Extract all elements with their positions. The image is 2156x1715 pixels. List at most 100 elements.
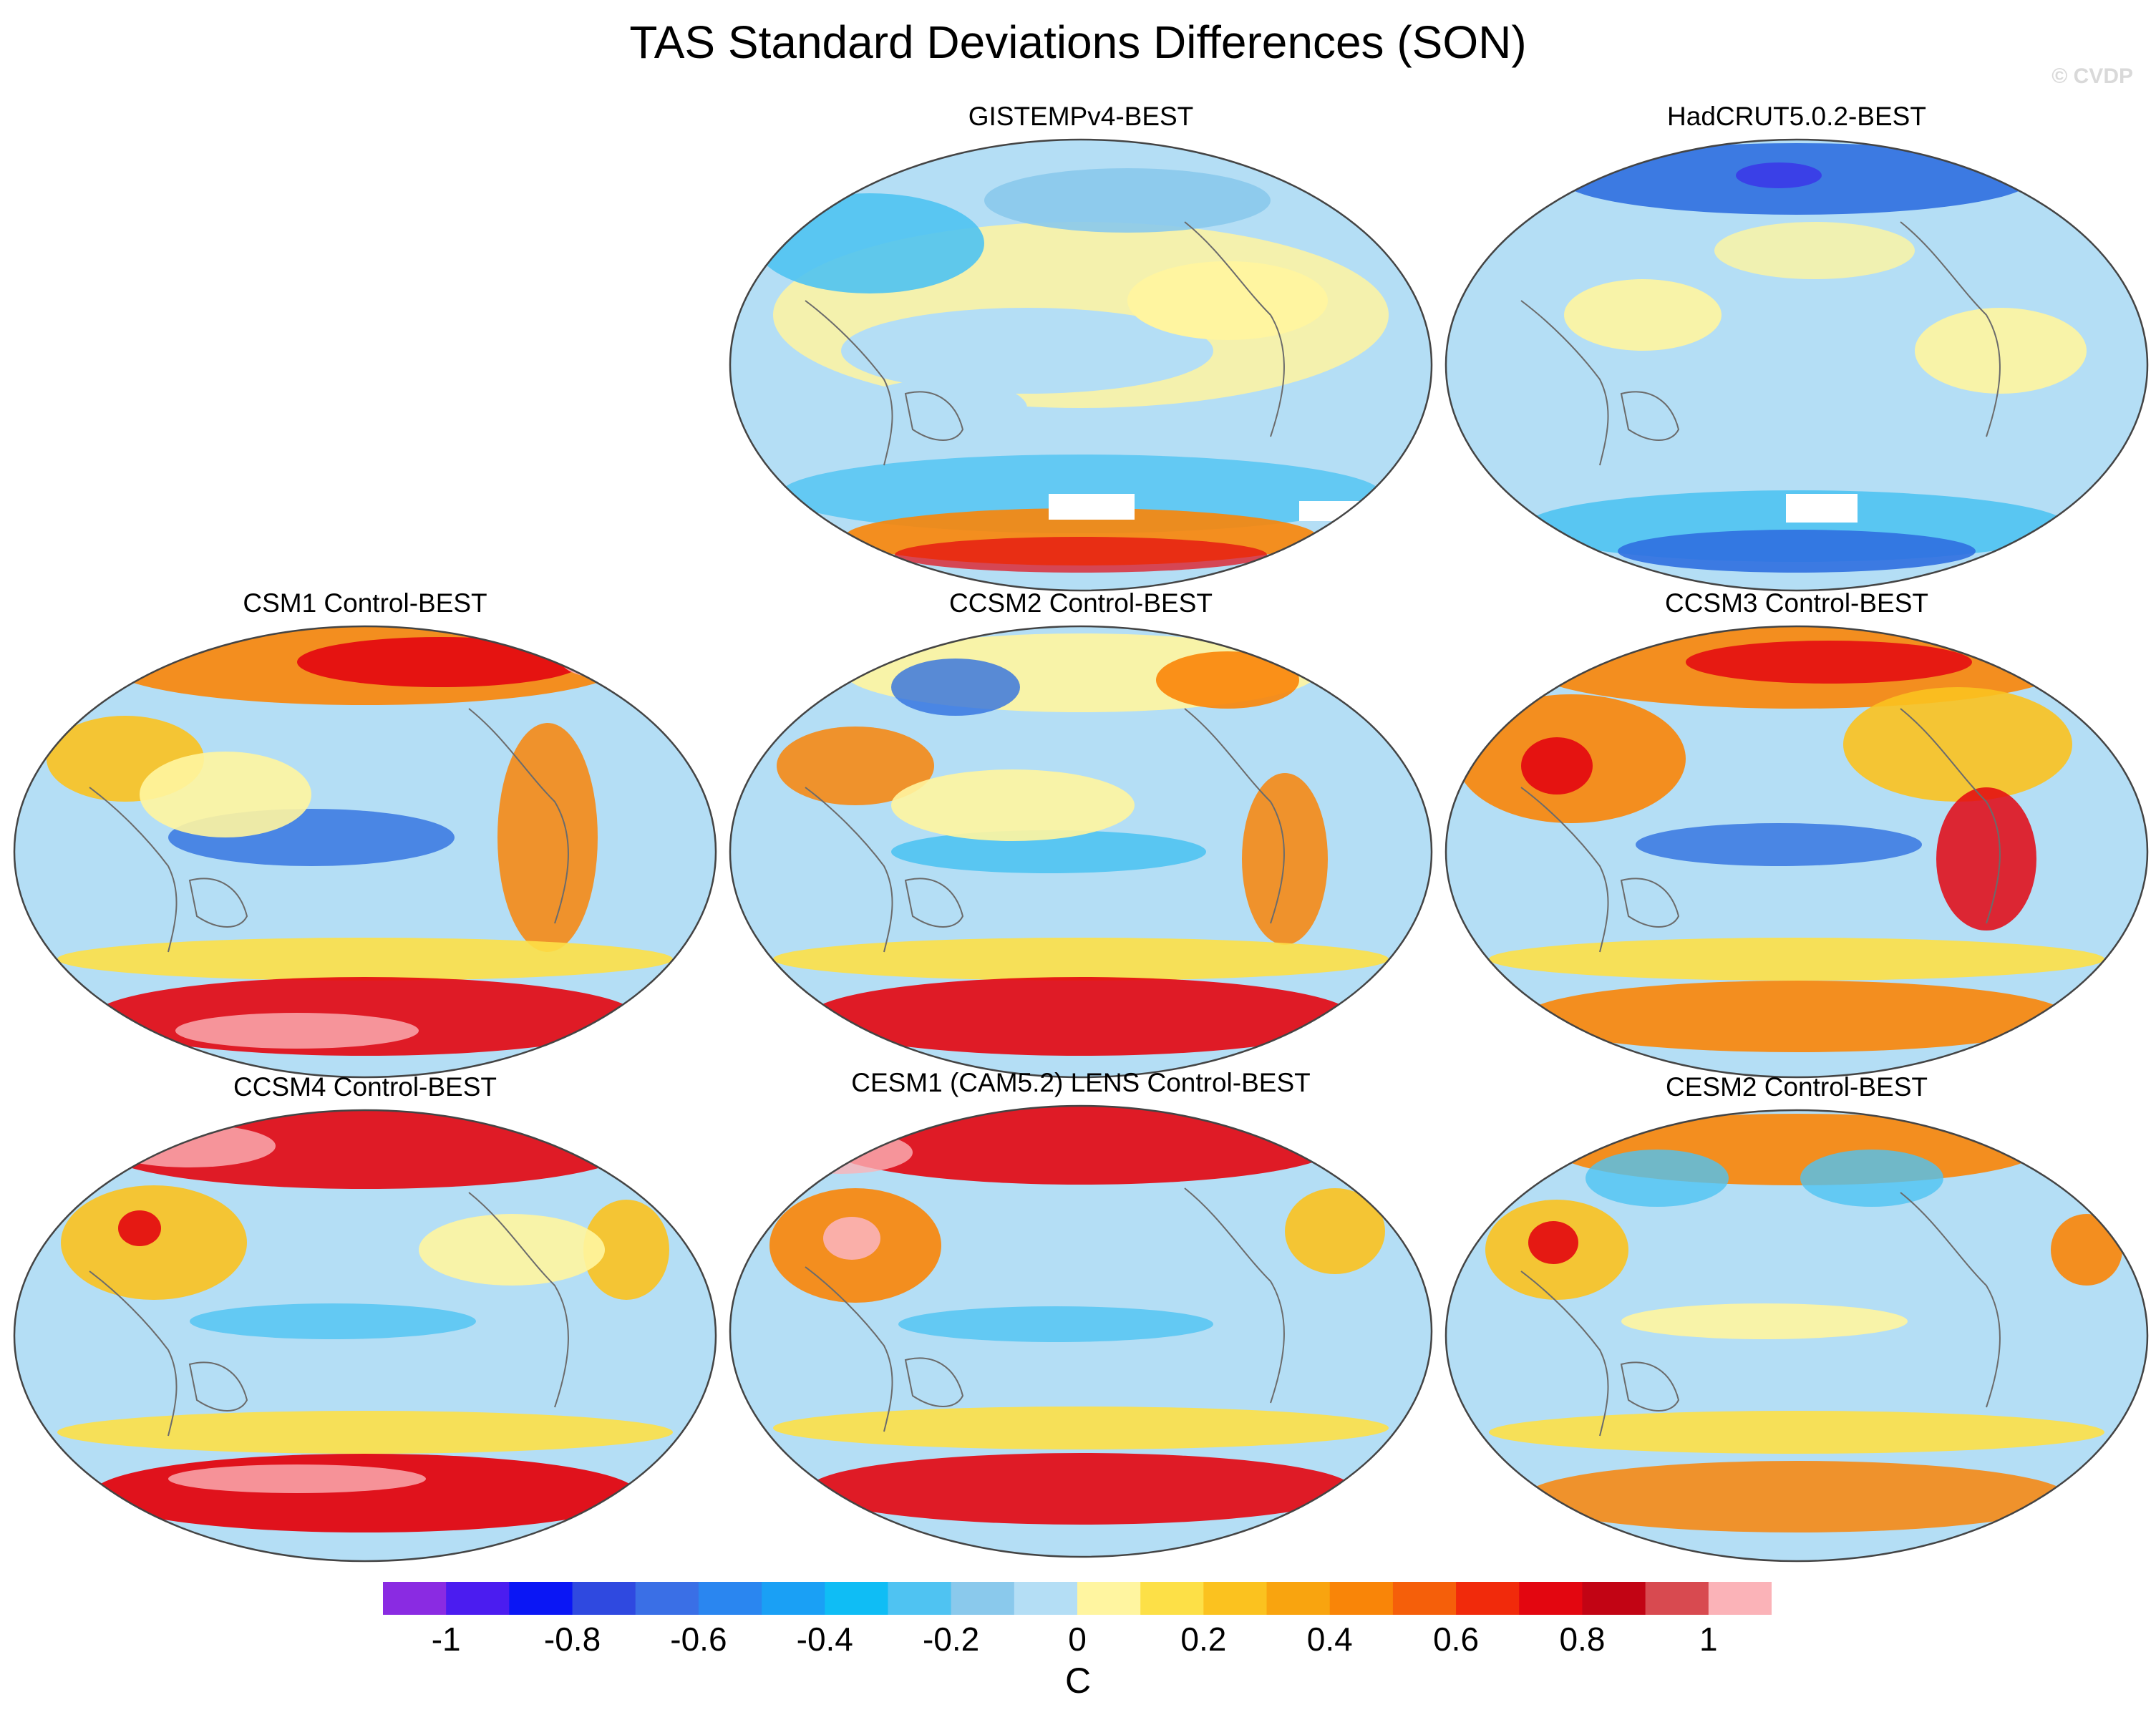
colorbar-tick-label: -0.2 bbox=[922, 1621, 980, 1658]
map-border bbox=[13, 1109, 717, 1563]
anomaly-region bbox=[168, 1464, 426, 1493]
colorbar-segment bbox=[762, 1582, 825, 1615]
colorbar-segment bbox=[1392, 1582, 1457, 1615]
coastline bbox=[1900, 221, 2001, 437]
anomaly-region bbox=[93, 1454, 637, 1532]
map-hadcrut bbox=[1444, 138, 2149, 592]
anomaly-region bbox=[1936, 787, 2036, 931]
anomaly-region bbox=[773, 1407, 1389, 1449]
anomaly-region bbox=[809, 977, 1353, 1056]
coastline bbox=[1900, 708, 2001, 924]
map-panel-cesm2: CESM2 Control-BEST bbox=[1442, 1071, 2151, 1565]
map-field bbox=[1446, 1110, 2147, 1561]
anomaly-region bbox=[891, 769, 1135, 841]
map-border bbox=[729, 625, 1433, 1079]
colorbar-segment bbox=[888, 1582, 952, 1615]
missing-data-region bbox=[1299, 501, 1364, 521]
anomaly-region bbox=[1564, 279, 1722, 351]
anomaly-region bbox=[777, 727, 934, 805]
colorbar-units: C bbox=[1064, 1661, 1092, 1701]
panel-title-gistemp: GISTEMPv4-BEST bbox=[968, 102, 1194, 131]
panel-title-hadcrut: HadCRUT5.0.2-BEST bbox=[1667, 102, 1926, 131]
anomaly-region bbox=[891, 830, 1206, 873]
colorbar-tick-label: 0.6 bbox=[1433, 1621, 1480, 1658]
map-border bbox=[13, 625, 717, 1079]
map-panel-cesm1: CESM1 (CAM5.2) LENS Control-BEST bbox=[727, 1067, 1435, 1560]
anomaly-region bbox=[1915, 308, 2087, 394]
panel-title-csm1: CSM1 Control-BEST bbox=[243, 588, 487, 618]
anomaly-region bbox=[855, 379, 1027, 437]
anomaly-region bbox=[1127, 261, 1328, 340]
map-panel-hadcrut: HadCRUT5.0.2-BEST bbox=[1442, 100, 2151, 594]
coastline bbox=[805, 1266, 893, 1432]
coastlines bbox=[89, 1192, 569, 1437]
map-panel-ccsm4: CCSM4 Control-BEST bbox=[11, 1071, 719, 1565]
coastlines bbox=[1520, 221, 2001, 466]
map-border bbox=[729, 138, 1433, 592]
colorbar-segment bbox=[1708, 1582, 1772, 1615]
map-panel-ccsm3: CCSM3 Control-BEST bbox=[1442, 587, 2151, 1081]
coastline bbox=[1520, 787, 1609, 953]
anomaly-region bbox=[57, 1411, 673, 1454]
anomaly-region bbox=[2051, 1214, 2122, 1286]
panel-title-ccsm2: CCSM2 Control-BEST bbox=[948, 588, 1213, 618]
coastlines bbox=[1520, 1192, 2001, 1437]
colorbar-segment bbox=[1645, 1582, 1709, 1615]
map-csm1 bbox=[13, 625, 717, 1079]
coastline bbox=[904, 1357, 964, 1407]
anomaly-region bbox=[419, 1214, 605, 1286]
panel-title-cesm1: CESM1 (CAM5.2) LENS Control-BEST bbox=[851, 1068, 1311, 1097]
anomaly-region bbox=[891, 659, 1020, 716]
coastline bbox=[1520, 1271, 1609, 1437]
anomaly-region bbox=[1528, 1221, 1578, 1264]
colorbar-tick-label: 0.4 bbox=[1306, 1621, 1353, 1658]
map-border bbox=[1444, 1109, 2149, 1563]
map-gistemp bbox=[729, 138, 1433, 592]
colorbar-segment bbox=[825, 1582, 888, 1615]
colorbar-tick-label: -0.8 bbox=[543, 1621, 601, 1658]
map-panel-gistemp: GISTEMPv4-BEST bbox=[727, 100, 1435, 594]
coastlines bbox=[805, 1187, 1285, 1432]
colorbar-segment bbox=[1077, 1582, 1141, 1615]
map-cesm1 bbox=[729, 1104, 1433, 1558]
colorbar-segment bbox=[1203, 1582, 1268, 1615]
anomaly-region bbox=[140, 752, 311, 837]
map-panel-ccsm2: CCSM2 Control-BEST bbox=[727, 587, 1435, 1081]
map-field bbox=[14, 1110, 716, 1561]
coastline bbox=[1620, 391, 1680, 441]
map-border bbox=[729, 1104, 1433, 1558]
anomaly-region bbox=[1521, 737, 1593, 795]
coastline bbox=[1620, 878, 1680, 928]
anomaly-region bbox=[1489, 1411, 2104, 1454]
coastline bbox=[1620, 1361, 1680, 1412]
map-ccsm4 bbox=[13, 1109, 717, 1563]
colorbar-segment bbox=[383, 1582, 447, 1615]
colorbar-segment bbox=[635, 1582, 699, 1615]
colorbar-segment bbox=[1519, 1582, 1583, 1615]
colorbar-tick-label: 0.8 bbox=[1559, 1621, 1606, 1658]
coastline bbox=[89, 787, 178, 953]
anomaly-region bbox=[1525, 1461, 2069, 1532]
coastline bbox=[1184, 708, 1285, 924]
anomaly-region bbox=[57, 938, 673, 981]
colorbar-segment bbox=[951, 1582, 1015, 1615]
colorbar-segment bbox=[446, 1582, 510, 1615]
anomaly-region bbox=[1714, 222, 1915, 279]
missing-data-region bbox=[1049, 494, 1135, 520]
anomaly-region bbox=[1285, 1188, 1385, 1274]
panel-title-cesm2: CESM2 Control-BEST bbox=[1666, 1072, 1928, 1102]
coastline bbox=[1900, 1192, 2001, 1408]
figure-title: TAS Standard Deviations Differences (SON… bbox=[629, 16, 1527, 68]
anomaly-region bbox=[1621, 1303, 1908, 1339]
colorbar-tick-label: -0.4 bbox=[796, 1621, 853, 1658]
colorbar-tick-label: -1 bbox=[431, 1621, 461, 1658]
colorbar-segment bbox=[572, 1582, 636, 1615]
anomaly-region bbox=[1800, 1150, 1943, 1207]
anomaly-region bbox=[1843, 687, 2072, 802]
anomaly-region bbox=[190, 1303, 476, 1339]
colorbar-segment bbox=[1266, 1582, 1331, 1615]
colorbar-segment bbox=[509, 1582, 573, 1615]
coastline bbox=[1184, 221, 1285, 437]
anomaly-region bbox=[1636, 823, 1922, 866]
anomaly-region bbox=[1618, 530, 1976, 573]
